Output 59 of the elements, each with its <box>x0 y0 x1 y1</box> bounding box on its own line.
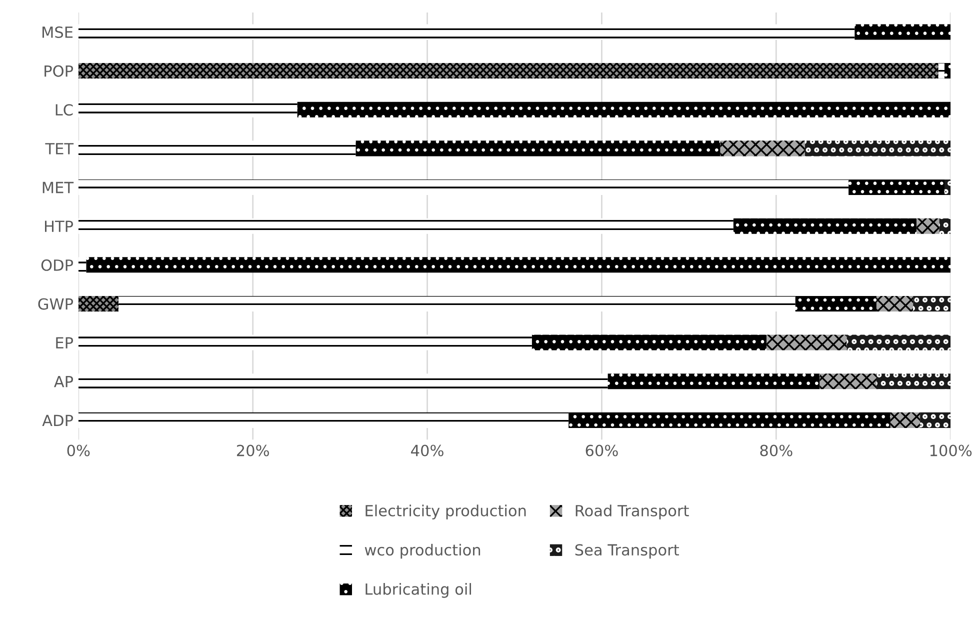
bar <box>854 24 951 40</box>
bar <box>848 179 944 196</box>
bar <box>766 334 847 350</box>
y-tick-label: AP <box>54 376 74 388</box>
bar <box>920 412 951 428</box>
y-tick-label: ODP <box>41 259 74 271</box>
bar <box>532 334 767 350</box>
x-tick-label: 100% <box>930 444 972 456</box>
x-tick-label: 20% <box>236 444 269 456</box>
x-tick-label: 60% <box>586 444 618 456</box>
bar <box>939 218 951 234</box>
legend-label: wco production <box>364 544 480 559</box>
bar <box>733 218 917 234</box>
bar <box>890 412 920 428</box>
bar <box>297 102 951 118</box>
legend-label: Electricity production <box>366 504 526 520</box>
bar <box>795 296 876 312</box>
bar <box>78 374 608 390</box>
bar <box>913 296 951 312</box>
bar <box>804 140 951 156</box>
legend-label: Sea Transport <box>575 544 679 559</box>
y-tick-label: MSE <box>42 26 73 38</box>
bar <box>820 374 876 390</box>
bar <box>876 374 951 390</box>
bar <box>78 179 849 196</box>
legend-label: Road Transport <box>576 504 689 520</box>
y-tick-label: TET <box>45 143 74 154</box>
legend-label: Lubricating oil <box>366 583 472 598</box>
bar <box>846 334 951 350</box>
y-tick-label: HTP <box>45 220 74 232</box>
bar <box>78 24 855 40</box>
y-tick-label: POP <box>44 65 74 77</box>
y-tick-label: EP <box>56 337 74 348</box>
bar <box>78 257 86 273</box>
bar <box>86 257 951 273</box>
bar <box>608 374 820 390</box>
bar <box>938 63 944 79</box>
bar <box>78 296 119 312</box>
y-tick-label: MET <box>42 182 74 194</box>
bar <box>916 218 940 234</box>
bar <box>876 296 914 312</box>
bar <box>118 296 796 312</box>
x-tick-label: 0% <box>67 444 90 456</box>
bar <box>944 179 951 196</box>
y-tick-label: ADP <box>42 414 74 426</box>
bar <box>720 140 805 156</box>
bar <box>944 63 951 79</box>
bar <box>568 412 890 428</box>
bar <box>356 140 720 156</box>
bar <box>78 102 298 118</box>
bar <box>78 63 938 79</box>
bar <box>78 334 532 350</box>
y-tick-label: LC <box>56 104 73 116</box>
bar <box>78 218 734 234</box>
y-tick-label: GWP <box>38 298 74 310</box>
x-tick-label: 40% <box>411 444 444 456</box>
bar <box>78 140 356 156</box>
x-tick-label: 80% <box>760 444 792 456</box>
bar <box>78 412 569 428</box>
